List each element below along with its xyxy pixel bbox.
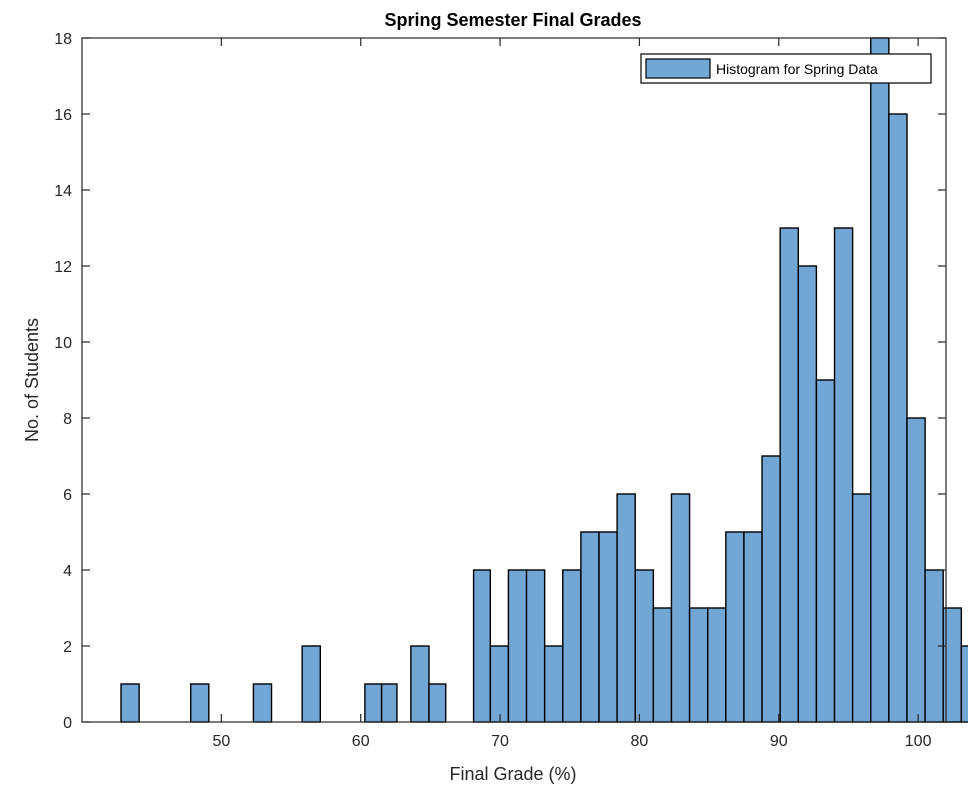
plot-area: 50 60 70 80 90 100 0 2 4 6 8 10 12 14 16 18 [54,31,968,750]
y-tick-label: 14 [54,183,72,200]
histogram-bar [120,683,140,723]
histogram-bar [815,379,836,723]
histogram-bar [670,493,691,723]
axes-box [81,37,947,723]
legend: Histogram for Spring Data [640,53,932,84]
x-tick-label: 80 [631,733,649,750]
histogram-bar [410,645,430,723]
histogram-bar [472,569,492,723]
histogram-bar [761,455,781,723]
histogram-bar [507,569,528,723]
y-tick-label: 2 [63,639,72,656]
histogram-bar [616,493,636,723]
histogram-bar [562,569,582,723]
histogram-bar [870,37,890,723]
histogram-bar [580,531,600,723]
y-tick-label: 16 [54,107,72,124]
histogram-bar [489,645,510,723]
y-tick-label: 10 [54,335,72,352]
x-tick-label: 60 [352,733,370,750]
histogram-bar [598,531,618,723]
x-tick-label: 90 [770,733,788,750]
histogram-bar [634,569,655,723]
y-tick-label: 18 [54,31,72,48]
y-tick-label: 6 [63,487,72,504]
histogram-bar [364,683,383,723]
histogram-bar [906,417,926,723]
y-tick-label: 0 [63,715,72,732]
y-axis-title: No. of Students [22,318,42,442]
histogram-bar [960,645,968,723]
histogram-bar [380,683,398,723]
histogram-bar [688,607,709,723]
histogram-bar [428,683,447,723]
histogram-bar [652,607,673,723]
legend-label: Histogram for Spring Data [716,61,878,77]
y-tick-label: 8 [63,411,72,428]
x-axis-title: Final Grade (%) [449,764,576,784]
histogram-bar [779,227,799,723]
histogram-bar [725,531,745,723]
histogram-bar [851,493,872,723]
histogram-bar [707,607,727,723]
histogram-bar [301,645,321,723]
x-tick-label: 100 [905,733,932,750]
histogram-bar [833,227,854,723]
histogram-bar [543,645,564,723]
histogram-bar [525,569,546,723]
chart-title: Spring Semester Final Grades [384,10,641,30]
x-tick-label: 50 [212,733,230,750]
histogram-bar [743,531,763,723]
legend-swatch [645,58,711,79]
histogram-bar [189,683,210,723]
y-tick-label: 12 [54,259,72,276]
histogram-bar [797,265,818,723]
histogram-bar [888,113,908,723]
y-tick-label: 4 [63,563,72,580]
x-tick-label: 70 [491,733,509,750]
histogram-bar [252,683,273,723]
